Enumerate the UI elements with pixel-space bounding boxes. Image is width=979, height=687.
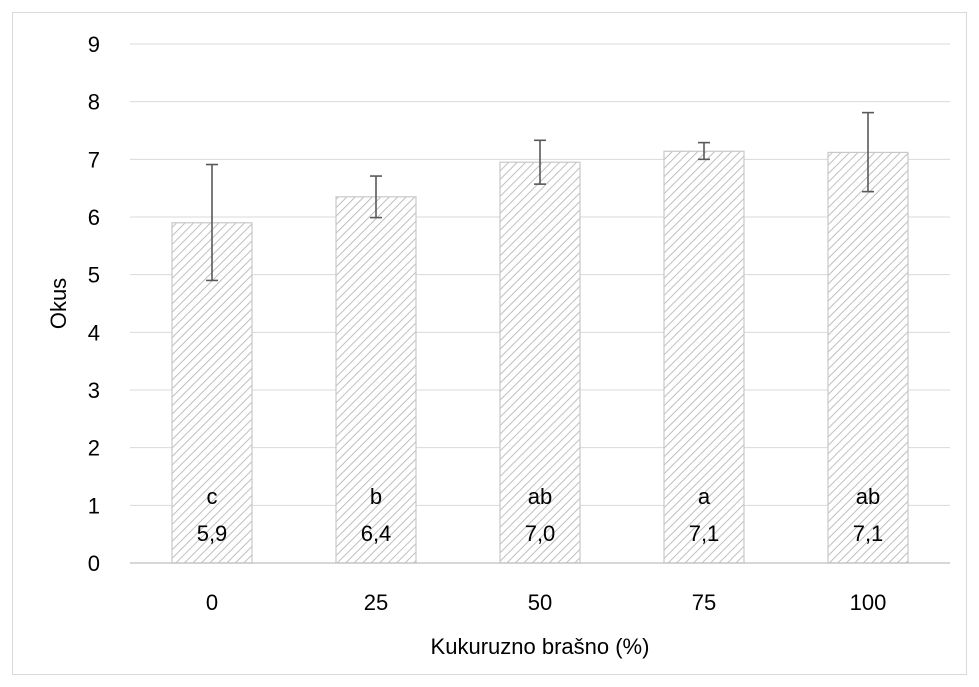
- x-tick-label: 75: [692, 590, 716, 615]
- group-letter-label: a: [698, 484, 711, 509]
- x-tick-label: 50: [528, 590, 552, 615]
- x-tick-label: 100: [850, 590, 887, 615]
- y-tick-label: 8: [88, 90, 100, 115]
- y-tick-label: 9: [88, 32, 100, 57]
- y-tick-label: 1: [88, 493, 100, 518]
- x-axis-title: Kukuruzno brašno (%): [431, 634, 650, 659]
- y-tick-label: 7: [88, 147, 100, 172]
- x-axis-tick-labels: 0 25 50 75 100: [206, 590, 886, 615]
- group-letter-label: ab: [528, 484, 552, 509]
- value-label: 7,0: [525, 521, 556, 546]
- y-tick-label: 3: [88, 378, 100, 403]
- value-label: 7,1: [689, 521, 720, 546]
- data-labels: c 5,9 b 6,4 ab 7,0 a 7,1 ab 7,1: [197, 484, 884, 546]
- y-tick-label: 5: [88, 263, 100, 288]
- group-letter-label: ab: [856, 484, 880, 509]
- value-label: 5,9: [197, 521, 228, 546]
- bar: [827, 151, 909, 564]
- value-label: 6,4: [361, 521, 392, 546]
- y-tick-label: 4: [88, 320, 100, 345]
- x-tick-label: 0: [206, 590, 218, 615]
- y-axis-title: Okus: [46, 278, 71, 329]
- y-tick-label: 2: [88, 436, 100, 461]
- y-tick-label: 0: [88, 551, 100, 576]
- y-tick-label: 6: [88, 205, 100, 230]
- bars: [171, 150, 909, 564]
- group-letter-label: c: [207, 484, 218, 509]
- value-label: 7,1: [853, 521, 884, 546]
- error-bars: [206, 111, 874, 282]
- y-axis-tick-labels: 0 1 2 3 4 5 6 7 8 9: [88, 32, 100, 576]
- group-letter-label: b: [370, 484, 382, 509]
- chart-frame: [12, 12, 967, 675]
- x-tick-label: 25: [364, 590, 388, 615]
